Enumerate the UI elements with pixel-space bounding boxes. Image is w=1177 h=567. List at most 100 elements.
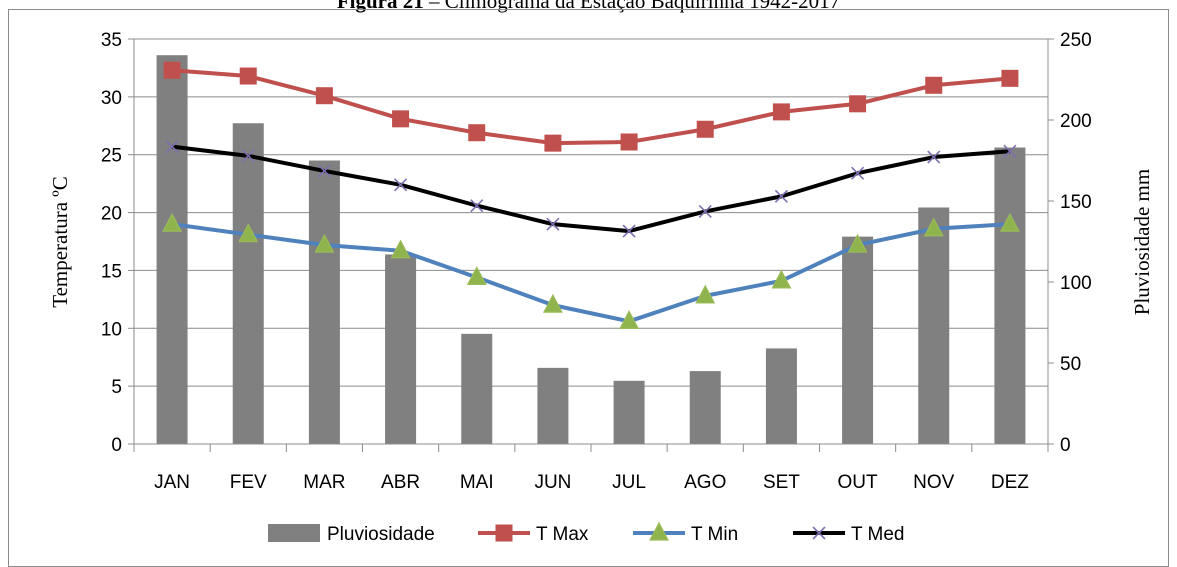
x-axis-ticks: JAN FEV MAR ABR MAI JUN JUL AGO SET OUT NOV DEZ <box>154 472 1029 493</box>
marker-stroke <box>851 166 865 180</box>
t-med-point-out <box>851 166 865 180</box>
marker-stroke <box>470 199 484 213</box>
t-max-point-mai <box>468 124 486 142</box>
t-med-point-abr <box>394 178 408 192</box>
marker-stroke <box>317 164 331 178</box>
bar-nov <box>918 207 950 444</box>
series-t-med <box>165 140 1017 238</box>
t-max-point-jul <box>620 133 638 151</box>
pluviosidade-bars <box>156 55 1026 445</box>
t-max-point-abr <box>392 110 410 128</box>
t-min-point-set <box>771 269 792 289</box>
t-med-point-dez <box>1003 144 1017 158</box>
x-tick-label-set: SET <box>763 472 800 493</box>
x-tick-label-mar: MAR <box>303 472 345 493</box>
left-axis-title: Temperatura ºC <box>48 176 72 308</box>
t-min-point-jul <box>619 310 640 329</box>
legend-label: Pluviosidade <box>327 524 435 545</box>
legend-label: T Med <box>851 524 905 545</box>
marker-stroke <box>774 189 788 203</box>
legend-swatch <box>268 524 320 542</box>
left-tick-label: 5 <box>111 377 122 398</box>
legend-marker <box>812 526 826 540</box>
right-axis-ticks: 0 50 100 150 200 250 <box>1060 30 1092 456</box>
bar-jul <box>613 380 645 444</box>
t-max-point-jun <box>544 134 562 152</box>
marker-stroke <box>927 150 941 164</box>
bar-jun <box>537 367 569 444</box>
t-med-point-mar <box>317 164 331 178</box>
t-med-point-fev <box>241 149 255 163</box>
t-min-point-out <box>847 233 868 253</box>
t-max-point-dez <box>1001 69 1019 87</box>
legend-label: T Max <box>536 524 589 545</box>
t-min-point-ago <box>695 284 716 304</box>
x-tick-label-dez: DEZ <box>991 472 1029 493</box>
legend-item-t-min: T Min <box>633 521 738 545</box>
left-tick-label: 15 <box>101 261 122 282</box>
x-tick-label-jul: JUL <box>612 472 646 493</box>
t-med-point-mai <box>470 199 484 213</box>
legend-label: T Min <box>691 524 738 545</box>
left-tick-label: 20 <box>101 204 122 225</box>
t-min-point-jun <box>542 293 563 313</box>
t-min-point-fev <box>238 223 259 243</box>
t-min-point-mar <box>314 233 335 253</box>
bar-mar <box>308 160 340 444</box>
t-max-point-out <box>849 95 867 113</box>
t-min-line <box>171 222 1011 324</box>
t-max-point-jan <box>163 61 181 79</box>
t-med-point-set <box>774 189 788 203</box>
legend-item-pluviosidade: Pluviosidade <box>268 524 435 545</box>
t-max-line <box>171 68 1011 146</box>
left-tick-label: 30 <box>101 88 122 109</box>
bar-mai <box>461 333 493 444</box>
left-tick-label: 35 <box>101 30 122 51</box>
right-tick-label: 250 <box>1060 30 1092 51</box>
t-med-point-jun <box>546 217 560 231</box>
t-max-point-nov <box>925 76 943 94</box>
marker-stroke <box>241 149 255 163</box>
bar-out <box>842 236 874 444</box>
bar-fev <box>232 123 264 445</box>
series-t-max <box>163 61 1019 152</box>
marker-stroke <box>165 140 179 154</box>
t-med-point-nov <box>927 150 941 164</box>
t-min-point-dez <box>999 212 1020 232</box>
t-min-point-nov <box>923 217 944 237</box>
axes <box>128 38 1054 452</box>
x-tick-label-out: OUT <box>838 472 879 493</box>
x-tick-label-abr: ABR <box>381 472 420 493</box>
bar-jan <box>156 55 188 444</box>
temperature-lines <box>162 61 1020 329</box>
x-tick-label-jan: JAN <box>154 472 190 493</box>
series-t-min <box>162 212 1020 329</box>
x-tick-label-jun: JUN <box>534 472 571 493</box>
t-med-point-ago <box>698 204 712 218</box>
left-axis-ticks: 0 5 10 15 20 25 30 35 <box>101 30 122 456</box>
x-tick-label-nov: NOV <box>913 472 955 493</box>
t-min-point-mai <box>466 266 487 285</box>
legend-marker <box>495 524 513 542</box>
t-max-point-fev <box>239 67 257 85</box>
left-tick-label: 25 <box>101 146 122 167</box>
marker-stroke <box>394 178 408 192</box>
t-max-point-set <box>772 103 790 121</box>
bar-set <box>765 348 797 444</box>
legend-marker <box>649 521 669 541</box>
bar-dez <box>994 147 1026 445</box>
t-med-point-jan <box>165 140 179 154</box>
legend: Pluviosidade T Max T Min T Med <box>268 521 905 545</box>
t-med-point-jul <box>622 224 636 238</box>
right-tick-label: 0 <box>1060 435 1071 456</box>
legend-item-t-max: T Max <box>478 524 589 545</box>
x-tick-label-mai: MAI <box>460 472 494 493</box>
marker-stroke <box>546 217 560 231</box>
marker-stroke <box>812 526 826 540</box>
left-tick-label: 10 <box>101 319 122 340</box>
t-min-point-jan <box>162 212 183 232</box>
legend-item-t-med: T Med <box>793 524 905 545</box>
bar-ago <box>689 371 721 444</box>
right-axis-title: Pluviosidade mm <box>1130 169 1154 315</box>
